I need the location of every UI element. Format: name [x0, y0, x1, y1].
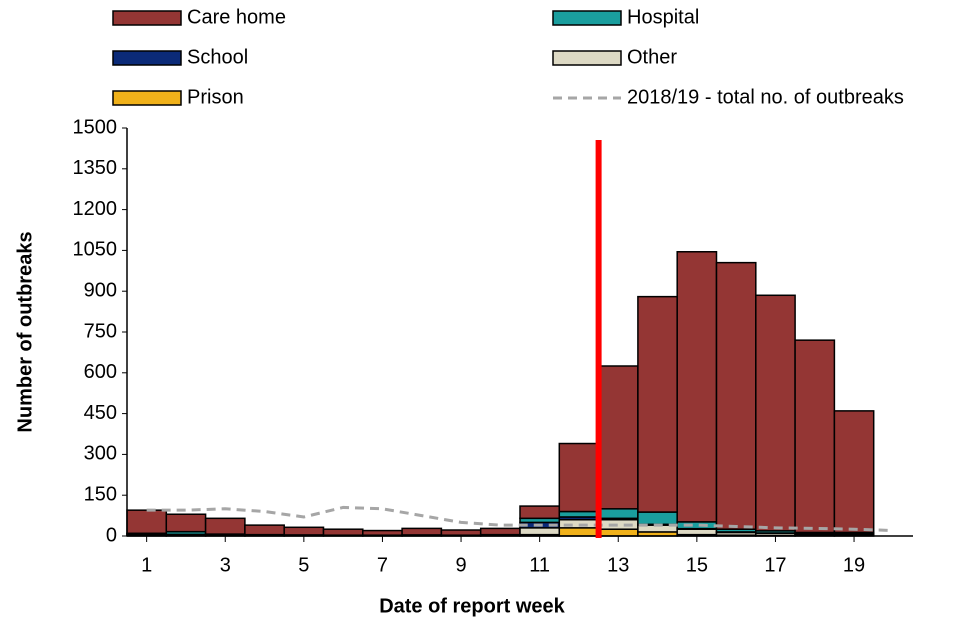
bar-segment	[597, 365, 639, 510]
trend-line	[146, 505, 894, 533]
legend-label: Other	[627, 46, 677, 68]
bar-segment	[362, 529, 403, 536]
bar-segment	[676, 251, 718, 523]
x-tick-label: 3	[220, 554, 231, 576]
bar-segment	[558, 442, 600, 513]
x-tick-label: 17	[764, 554, 786, 576]
bar-segment	[676, 528, 718, 536]
legend-swatch	[552, 10, 622, 26]
legend-label: Prison	[187, 86, 244, 108]
bar-segment	[597, 508, 639, 520]
y-tick-label: 150	[84, 483, 117, 505]
bar-segment	[597, 528, 639, 537]
bar-segment	[322, 528, 364, 536]
bar-segment	[479, 527, 521, 536]
legend-swatch	[112, 50, 182, 66]
bar-segment	[519, 527, 561, 536]
y-tick-label: 300	[84, 443, 117, 465]
legend-label: Care home	[187, 6, 286, 28]
y-tick-label: 1350	[73, 157, 118, 179]
legend-swatch	[112, 90, 182, 106]
y-tick-label: 1050	[73, 239, 118, 261]
x-tick-label: 5	[298, 554, 309, 576]
legend-swatch	[552, 50, 622, 66]
y-tick-label: 450	[84, 402, 117, 424]
x-tick-label: 13	[607, 554, 629, 576]
legend-swatch	[112, 10, 182, 26]
bar-segment	[165, 513, 207, 533]
legend-label: School	[187, 46, 248, 68]
bar-segment	[558, 510, 600, 518]
bar-segment	[283, 526, 325, 536]
legend-label: 2018/19 - total no. of outbreaks	[627, 86, 904, 108]
x-tick-label: 11	[529, 554, 550, 576]
bar-segment	[519, 505, 561, 520]
y-tick-label: 1200	[73, 198, 118, 220]
x-tick-label: 7	[377, 554, 388, 576]
x-tick-label: 1	[141, 554, 152, 576]
bar-segment	[755, 294, 796, 532]
y-tick-label: 600	[84, 361, 117, 383]
bar-segment	[401, 527, 443, 536]
y-tick-label: 750	[84, 320, 117, 342]
x-axis-title: Date of report week	[379, 595, 565, 617]
bar-segment	[204, 517, 246, 535]
bar-segment	[794, 339, 836, 534]
bar-segment	[558, 527, 600, 537]
bar-segment	[676, 521, 718, 530]
bar-segment	[440, 529, 482, 536]
x-tick-label: 9	[455, 554, 466, 576]
x-tick-label: 19	[843, 554, 865, 576]
x-tick-label: 15	[686, 554, 708, 576]
bar-segment	[637, 511, 678, 526]
bar-segment	[637, 295, 678, 513]
bar-segment	[126, 509, 168, 535]
y-tick-label: 1500	[73, 116, 118, 138]
bar-segment	[715, 261, 757, 530]
y-tick-label: 0	[106, 524, 117, 546]
y-axis-title: Number of outbreaks	[14, 231, 36, 432]
legend-label: Hospital	[627, 6, 699, 28]
bar-segment	[244, 524, 285, 536]
bar-segment	[833, 410, 875, 534]
y-tick-label: 900	[84, 279, 117, 301]
